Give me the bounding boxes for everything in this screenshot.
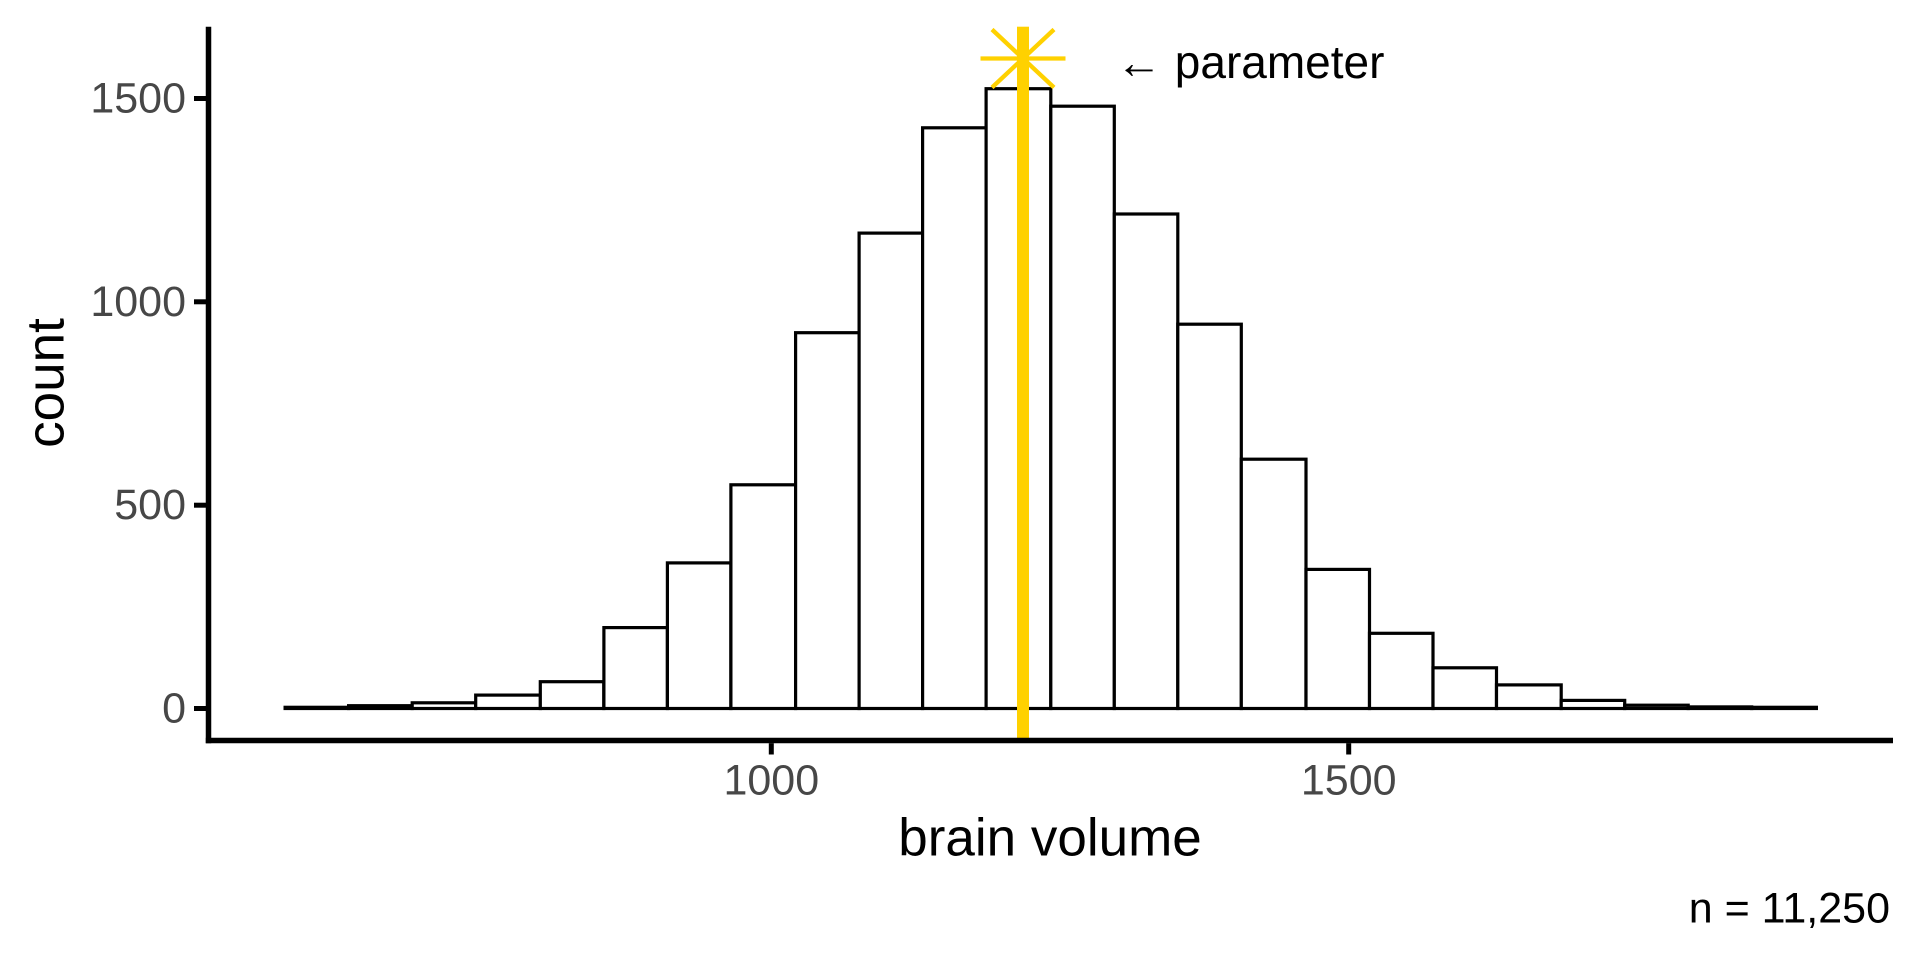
histogram-bar bbox=[1367, 631, 1435, 711]
x-tick-label: 1500 bbox=[1301, 756, 1397, 804]
parameter-line bbox=[1017, 26, 1029, 738]
histogram-bar bbox=[1686, 705, 1754, 711]
histogram-bar bbox=[920, 126, 988, 711]
histogram-bar bbox=[793, 331, 861, 711]
histogram-bar bbox=[1494, 683, 1563, 711]
histogram-bar bbox=[474, 693, 543, 711]
sample-size-label: n = 11,250 bbox=[1688, 884, 1890, 933]
histogram-bar bbox=[729, 483, 798, 711]
histogram-bar bbox=[538, 680, 606, 711]
y-tick-label: 0 bbox=[162, 685, 186, 733]
histogram-bar bbox=[283, 705, 351, 711]
histogram-bar bbox=[347, 704, 414, 711]
histogram-bar bbox=[857, 231, 925, 711]
histogram-bar bbox=[1431, 666, 1499, 711]
histogram-bar bbox=[1559, 698, 1627, 711]
histogram-bar bbox=[1176, 322, 1243, 711]
parameter-annotation: ← parameter bbox=[1116, 36, 1385, 88]
y-tick-label: 1000 bbox=[90, 278, 186, 326]
histogram-bar bbox=[1304, 567, 1372, 711]
y-axis-title: count bbox=[16, 318, 76, 448]
x-tick-label: 1000 bbox=[723, 756, 819, 804]
x-axis-title: brain volume bbox=[898, 808, 1202, 868]
y-tick-label: 500 bbox=[114, 481, 186, 529]
histogram-bar bbox=[410, 701, 478, 711]
histogram-bar bbox=[1049, 104, 1116, 711]
parameter-star-icon bbox=[990, 27, 1056, 90]
histogram-bar bbox=[1239, 457, 1308, 711]
histogram-bar bbox=[665, 561, 733, 711]
histogram-bar bbox=[1112, 212, 1180, 711]
histogram-bar bbox=[602, 625, 670, 711]
y-tick-label: 1500 bbox=[90, 75, 186, 123]
histogram-bar bbox=[1623, 703, 1690, 711]
histogram-bar bbox=[1750, 705, 1818, 711]
